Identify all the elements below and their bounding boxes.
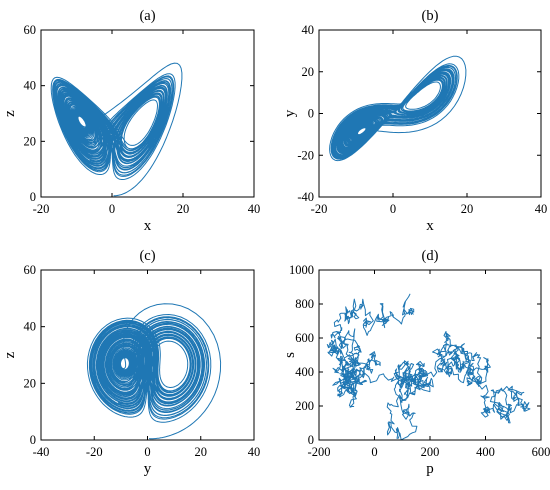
y-tick-label: 40 (24, 320, 37, 334)
x-tick-label: 40 (248, 202, 261, 216)
x-tick-label: 40 (248, 445, 261, 459)
x-tick-label: -20 (33, 202, 50, 216)
y-tick-label: -20 (297, 148, 314, 162)
y-tick-label: 800 (295, 297, 314, 311)
y-tick-label: 200 (295, 399, 314, 413)
chart-panel: -40 -20 0 20 40 0 20 40 60 (c) y z (2, 248, 260, 477)
y-tick-label: 0 (30, 190, 36, 204)
y-axis-label: z (2, 351, 18, 358)
x-tick-label: 20 (195, 445, 208, 459)
x-tick-label: 200 (421, 445, 440, 459)
chart-title: (c) (139, 248, 155, 264)
x-tick-label: 600 (532, 445, 550, 459)
y-tick-label: 40 (302, 23, 315, 37)
y-tick-label: 600 (295, 331, 314, 345)
y-axis-label: s (282, 352, 298, 358)
x-tick-label: -20 (86, 445, 103, 459)
chart-title: (a) (139, 8, 155, 24)
x-axis-label: x (426, 218, 434, 234)
y-tick-label: 20 (24, 376, 37, 390)
x-tick-label: 20 (461, 202, 474, 216)
x-tick-label: 20 (177, 202, 190, 216)
series-line (329, 55, 467, 162)
chart-title: (d) (422, 248, 439, 264)
series-line (50, 62, 183, 197)
y-tick-label: 60 (24, 263, 37, 277)
y-tick-label: 60 (24, 23, 37, 37)
y-tick-label: 0 (30, 433, 36, 447)
y-axis-label: z (2, 110, 18, 117)
y-tick-label: 0 (308, 107, 314, 121)
x-tick-label: -40 (33, 445, 50, 459)
y-tick-label: 20 (302, 65, 315, 79)
x-tick-label: 40 (535, 202, 548, 216)
axes-frame (40, 29, 255, 198)
x-tick-label: -20 (311, 202, 328, 216)
y-tick-label: 40 (24, 79, 37, 93)
x-axis-label: y (144, 461, 152, 477)
x-tick-label: 0 (390, 202, 396, 216)
x-tick-label: 0 (109, 202, 115, 216)
x-tick-label: -200 (308, 445, 331, 459)
y-tick-label: -40 (297, 190, 314, 204)
y-axis-label: y (282, 109, 298, 117)
y-tick-label: 20 (24, 134, 37, 148)
x-axis-label: x (144, 218, 152, 234)
y-tick-label: 400 (295, 365, 314, 379)
y-tick-label: 0 (308, 433, 314, 447)
series-line (326, 293, 531, 440)
series-line (86, 303, 222, 440)
chart-title: (b) (422, 8, 439, 24)
y-tick-label: 1000 (289, 263, 314, 277)
x-tick-label: 0 (144, 445, 150, 459)
x-tick-label: 400 (476, 445, 495, 459)
x-axis-label: p (426, 461, 434, 477)
x-tick-label: 0 (371, 445, 377, 459)
